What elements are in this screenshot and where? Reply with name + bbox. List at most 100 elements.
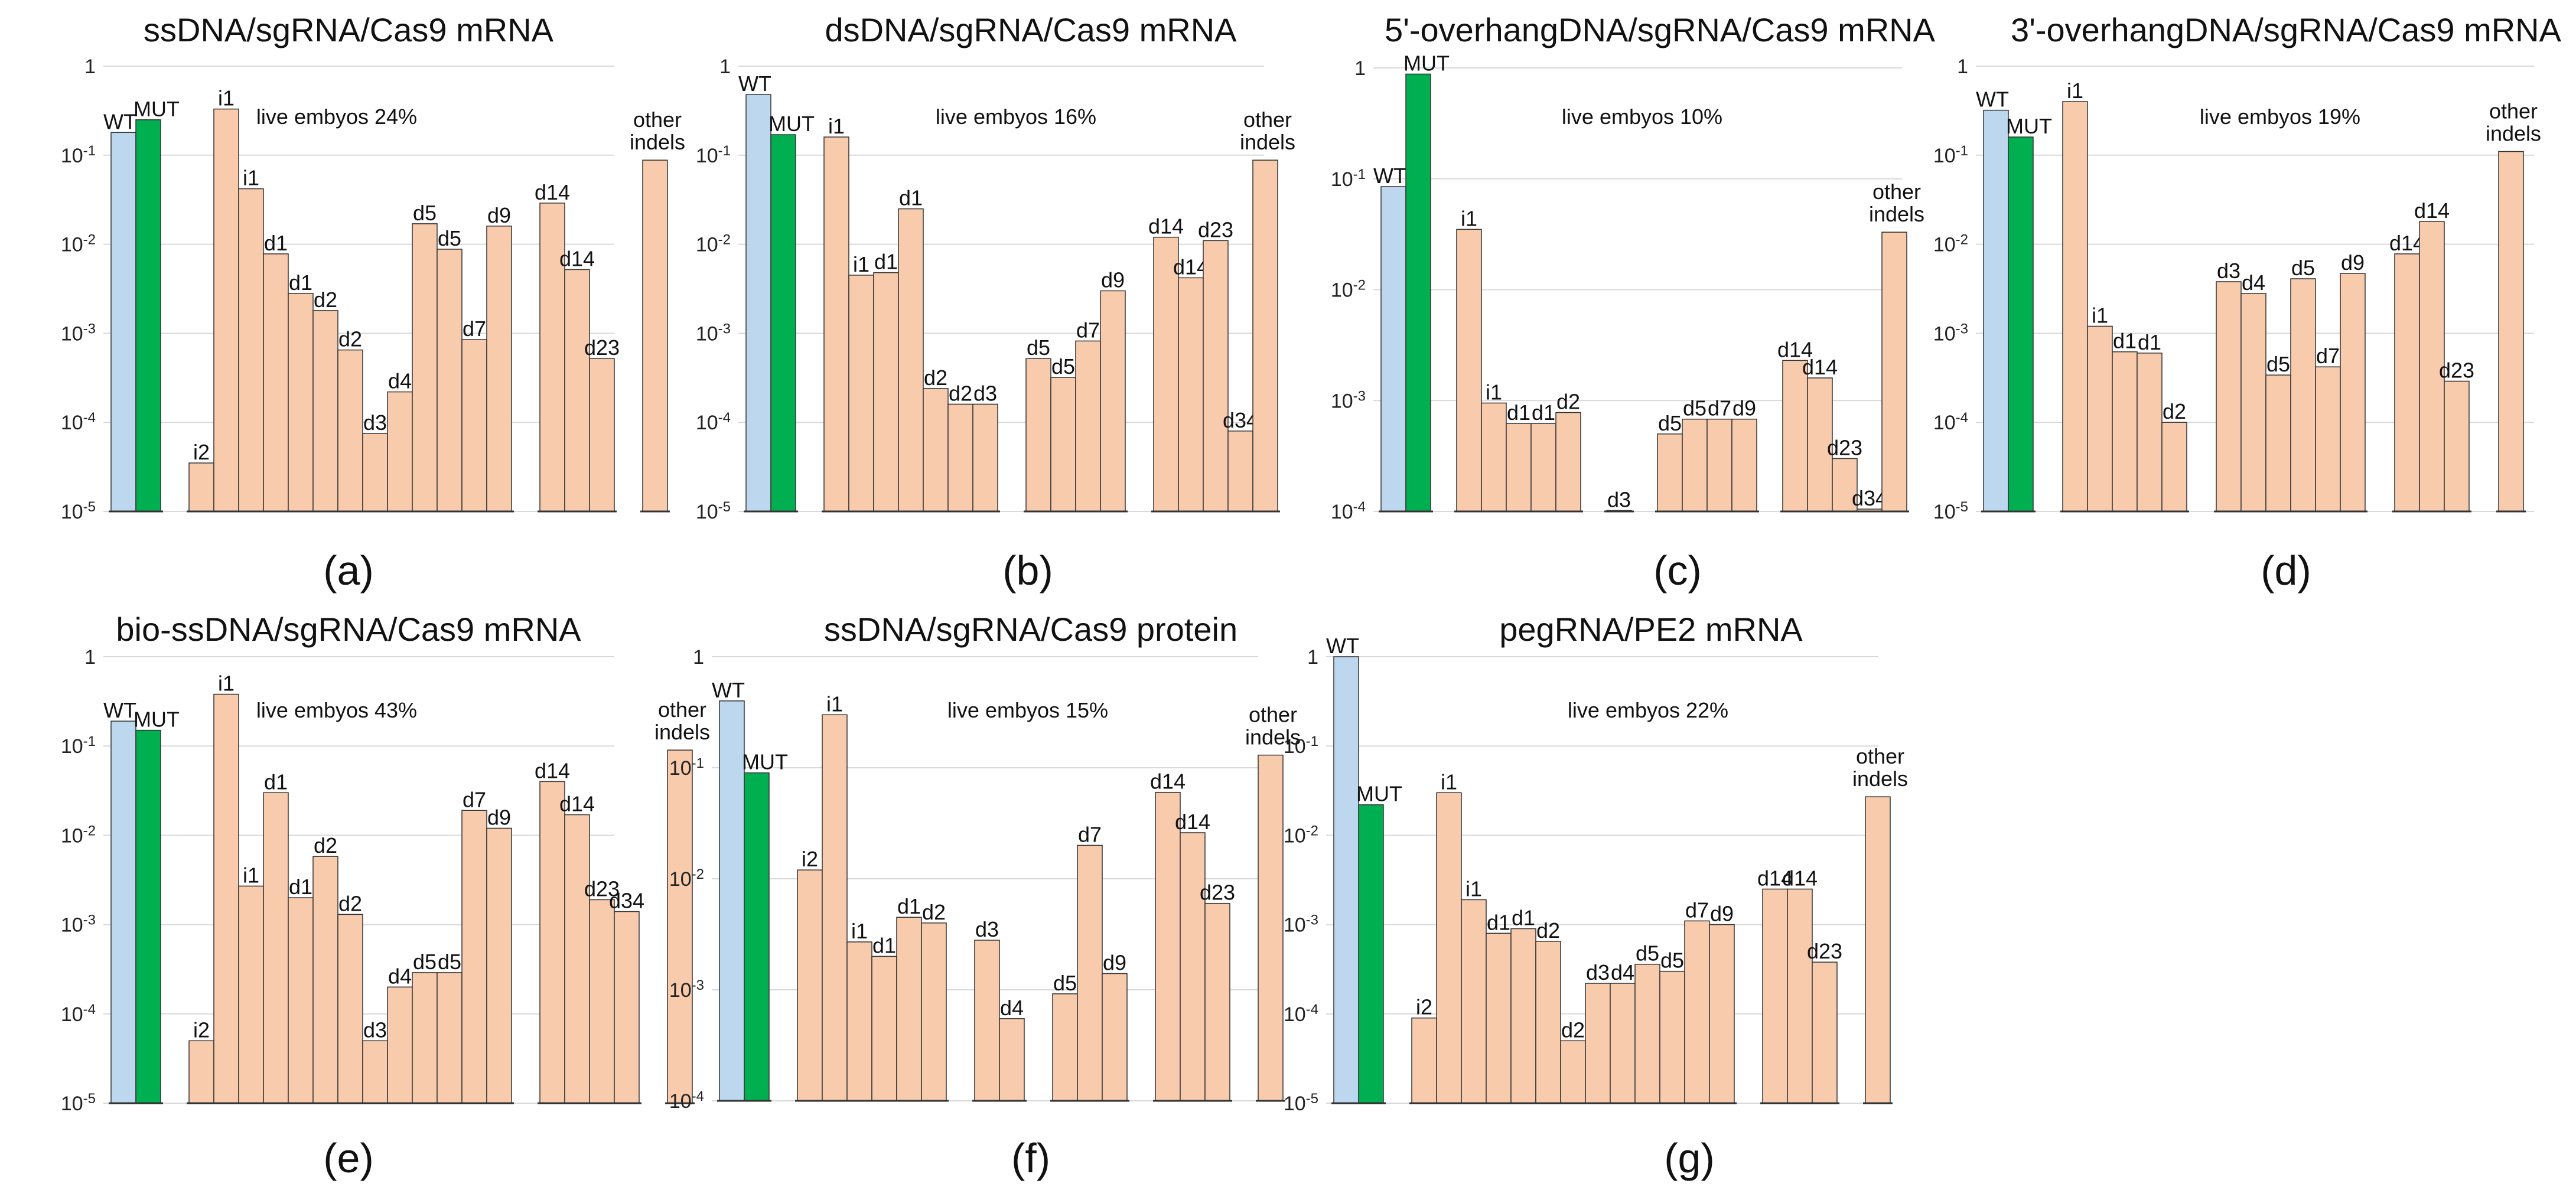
bar-d1	[1530, 423, 1556, 512]
bar-wt	[745, 94, 771, 512]
bar-label: other	[1243, 107, 1292, 132]
y-tick-label: 10-3	[61, 321, 96, 345]
bar-d3	[974, 940, 1000, 1101]
bar-d1	[896, 917, 922, 1101]
bar-label: d1	[264, 770, 288, 794]
y-tick-label: 10-5	[61, 499, 96, 523]
bar-d14	[539, 781, 565, 1104]
bar-label: d1	[897, 894, 921, 918]
chart-title: pegRNA/PE2 mRNA	[1499, 611, 1803, 648]
bar-d14	[1180, 832, 1206, 1101]
bar-label: d9	[2341, 250, 2365, 275]
y-tick-label: 10-4	[1331, 499, 1366, 523]
chart-title: bio-ssDNA/sgRNA/Cas9 mRNA	[116, 611, 581, 648]
live-embryos-annotation: live embyos 24%	[256, 105, 417, 129]
bar-d1	[1486, 933, 1512, 1104]
y-tick-label: 1	[693, 646, 704, 669]
bar-i1	[1436, 792, 1462, 1104]
chart-title: 3'-overhangDNA/sgRNA/Cas9 mRNA	[2011, 11, 2562, 48]
bar-d23	[1812, 961, 1838, 1104]
bar-other-indels	[1881, 232, 1907, 512]
bar-d2	[923, 388, 949, 512]
chart-title: 5'-overhangDNA/sgRNA/Cas9 mRNA	[1385, 11, 1936, 48]
bar-d34	[614, 911, 640, 1104]
bar-label: d5	[438, 226, 461, 250]
bar-label: d5	[1660, 948, 1684, 973]
bar-label: d23	[1807, 939, 1842, 963]
bar-label: indels	[1240, 130, 1295, 154]
bar-d1	[263, 253, 289, 512]
bar-d1	[873, 272, 899, 512]
bar-label: d1	[1507, 400, 1530, 425]
y-tick-label: 10-3	[669, 977, 704, 1002]
bar-label: indels	[1245, 725, 1301, 749]
bar-label: d5	[2291, 256, 2315, 280]
bar-i1	[848, 275, 874, 512]
bar-d9	[486, 827, 512, 1104]
y-tick-label: 10-1	[1284, 733, 1318, 758]
bar-label: other	[1872, 180, 1921, 204]
bar-d9	[1102, 973, 1128, 1101]
y-tick-label: 10-2	[1933, 232, 1968, 256]
bar-label: d5	[1636, 941, 1659, 966]
bar-label: d3	[2217, 259, 2240, 283]
panel-label: (b)	[1002, 547, 1053, 594]
bar-label: MUT	[133, 708, 180, 732]
bar-d9	[1731, 418, 1757, 512]
y-tick-label: 10-4	[61, 410, 96, 434]
bar-label: WT	[103, 698, 136, 722]
bar-label: d14	[2389, 231, 2425, 255]
bar-label: d5	[1683, 396, 1707, 420]
bar-d23	[589, 358, 615, 512]
bar-label: d5	[1053, 971, 1077, 995]
bar-d3	[972, 403, 998, 512]
bar-label: d9	[1101, 268, 1125, 292]
live-embryos-annotation: live embyos 22%	[1568, 698, 1728, 722]
bar-label: i2	[802, 847, 818, 871]
bar-label: i2	[193, 1018, 210, 1042]
y-tick-label: 10-2	[1284, 823, 1318, 847]
bar-d5	[1634, 963, 1660, 1104]
bar-label: WT	[1976, 87, 2009, 112]
y-tick-label: 10-3	[1284, 912, 1318, 937]
bar-d14	[1155, 791, 1181, 1101]
bar-label: other	[658, 697, 706, 722]
bar-label: d7	[2316, 344, 2340, 368]
bar-mut	[2008, 136, 2034, 512]
bar-d9	[1709, 924, 1735, 1104]
bar-d14	[1787, 888, 1813, 1104]
bar-label: MUT	[133, 97, 180, 121]
bar-i1	[1481, 402, 1507, 512]
bar-d2	[2161, 422, 2187, 512]
bar-label: d2	[949, 381, 972, 405]
bar-d1	[871, 956, 897, 1101]
bar-label: indels	[2486, 122, 2541, 146]
y-tick-label: 1	[84, 56, 96, 78]
bar-d34	[1227, 431, 1253, 512]
bar-i1	[213, 693, 239, 1104]
bar-d1	[2112, 351, 2138, 512]
bar-d5	[1050, 377, 1076, 512]
live-embryos-annotation: live embyos 15%	[947, 698, 1108, 722]
bar-label: d3	[363, 1018, 387, 1042]
bar-label: i1	[243, 863, 259, 887]
bar-label: d5	[2266, 352, 2290, 376]
bar-d1	[263, 792, 289, 1104]
bar-d2	[312, 856, 338, 1104]
bar-d7	[461, 339, 487, 512]
bar-d3	[1585, 983, 1611, 1104]
bar-label: d5	[413, 950, 437, 974]
y-tick-label: 1	[719, 56, 731, 78]
bar-label: d1	[2138, 330, 2161, 354]
bar-d5	[412, 972, 438, 1104]
bar-label: d2	[314, 288, 337, 312]
bar-mut	[1405, 73, 1431, 512]
chart-title: ssDNA/sgRNA/Cas9 protein	[824, 611, 1237, 648]
bar-label: d1	[899, 186, 923, 210]
bar-d5	[1025, 358, 1051, 512]
bar-label: d4	[2242, 270, 2265, 295]
bar-other-indels	[1252, 159, 1278, 512]
bar-mut	[1358, 804, 1384, 1104]
bar-label: d23	[1827, 435, 1862, 459]
bar-label: d14	[1782, 866, 1818, 890]
